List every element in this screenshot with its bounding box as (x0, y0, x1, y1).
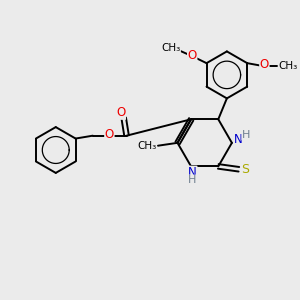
Text: CH₃: CH₃ (137, 141, 156, 151)
Text: N: N (234, 133, 243, 146)
Text: CH₃: CH₃ (161, 43, 180, 53)
Text: O: O (188, 49, 197, 62)
Text: H: H (188, 175, 197, 185)
Text: CH₃: CH₃ (278, 61, 298, 71)
Text: O: O (105, 128, 114, 141)
Text: H: H (242, 130, 250, 140)
Text: O: O (260, 58, 269, 71)
Text: S: S (241, 163, 249, 176)
Text: O: O (116, 106, 125, 119)
Text: N: N (188, 166, 197, 179)
